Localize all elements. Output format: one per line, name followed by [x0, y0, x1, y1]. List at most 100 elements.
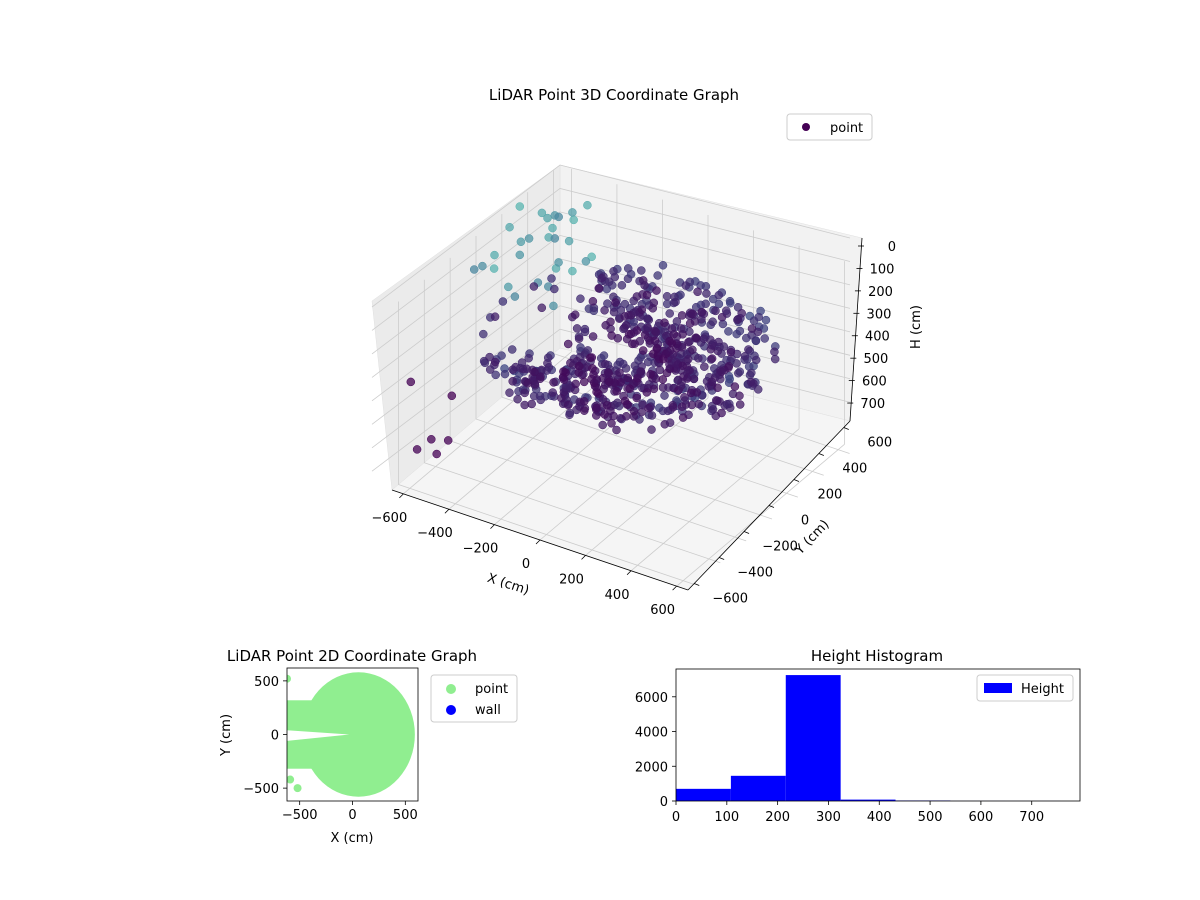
point-3d: [724, 361, 734, 371]
x-tick-3d: [399, 493, 404, 499]
grid-line-y: [450, 440, 747, 542]
z-tick-label-3d: 400: [865, 330, 890, 345]
point-3d: [747, 324, 757, 333]
point-3d: [688, 345, 697, 355]
point-3d: [612, 386, 621, 396]
point-3d: [730, 382, 740, 391]
point-3d: [598, 373, 608, 383]
point-3d: [617, 281, 627, 290]
point-3d: [443, 436, 453, 445]
point-3d: [637, 407, 646, 417]
grid-line-y: [475, 418, 773, 520]
point-3d: [672, 317, 682, 326]
point-3d: [630, 339, 639, 348]
y-tick-3d: [768, 505, 775, 508]
point-3d: [735, 400, 745, 409]
point-3d: [713, 396, 722, 405]
point-3d: [604, 277, 614, 286]
point-3d: [583, 200, 592, 210]
point-3d: [554, 258, 563, 267]
point-3d: [530, 367, 539, 377]
point-3d: [537, 208, 547, 218]
point-3d: [500, 369, 510, 379]
point-3d: [550, 234, 560, 243]
y-tick-3d: [793, 479, 800, 482]
point-3d: [568, 266, 577, 276]
point-3d: [717, 312, 727, 322]
plot-3d: LiDAR Point 3D Coordinate Graph −600 −400…: [372, 86, 924, 618]
z-tick-label-3d: 700: [860, 397, 885, 412]
point-3d: [607, 419, 616, 428]
point-3d: [679, 372, 688, 381]
point-3d: [701, 282, 711, 291]
point-3d: [680, 392, 689, 402]
point-3d: [529, 282, 539, 291]
ticks-hist: 0 100 200 300 400 500 600 700 0 2000 4000 6000: [635, 691, 1044, 825]
y-tick-label-3d: 0: [801, 514, 809, 529]
point-3d: [658, 383, 668, 392]
point-3d: [652, 286, 661, 295]
point-3d: [649, 298, 659, 308]
point-3d: [706, 335, 715, 344]
grid-line-y: [424, 462, 721, 564]
x-tick-label-3d: −400: [417, 526, 453, 541]
point-3d: [711, 306, 720, 316]
point-3d: [615, 368, 624, 377]
point-3d: [625, 384, 634, 393]
point-3d: [498, 297, 508, 306]
point-3d: [515, 250, 525, 260]
point-3d: [623, 264, 633, 273]
z-axis-label-3d: H (cm): [909, 305, 924, 349]
point-3d: [701, 299, 710, 309]
point-3d: [637, 305, 647, 314]
x-tick-label-3d: 200: [559, 572, 584, 587]
point-3d: [543, 213, 552, 223]
point-3d: [490, 312, 500, 321]
legend-label-height: Height: [1021, 682, 1064, 697]
histogram-bar: [676, 788, 731, 801]
point-3d: [660, 318, 669, 327]
point-2d: [287, 775, 295, 784]
point-3d: [524, 353, 533, 363]
points-2d: [287, 672, 415, 797]
point-3d: [513, 394, 522, 404]
point-3d: [505, 222, 514, 232]
point-3d: [692, 388, 702, 397]
point-3d: [588, 332, 598, 341]
point-3d: [735, 326, 745, 336]
point-3d: [660, 391, 669, 400]
x-tick-3d: [535, 539, 541, 545]
point-3d: [620, 299, 630, 309]
point-3d: [602, 401, 612, 410]
point-3d: [478, 261, 487, 271]
axes-frame-hist: [675, 668, 1081, 802]
x-tick-label-hist: 600: [968, 810, 993, 825]
point-3d: [479, 329, 488, 339]
x-tick-label-hist: 300: [816, 810, 841, 825]
point-3d: [725, 296, 735, 306]
point-3d: [604, 369, 613, 378]
point-3d: [629, 406, 639, 416]
point-3d: [623, 373, 633, 383]
point-3d: [485, 352, 494, 362]
point-3d: [516, 237, 526, 247]
point-3d: [547, 274, 556, 283]
y-tick-label-2d: −500: [243, 782, 279, 797]
y-tick-label-hist: 0: [660, 795, 668, 810]
point-3d: [550, 284, 559, 294]
y-tick-label-3d: −600: [712, 592, 748, 607]
x-tick-3d: [490, 524, 495, 529]
grid-line-z: [371, 211, 851, 355]
x-axis-label-3d: X (cm): [485, 571, 531, 599]
histogram: Height Histogram 0 100 200 300 400 500 600 7000…: [635, 647, 1081, 825]
y-tick-label-3d: 400: [842, 462, 867, 477]
legend-label-point-3d: point: [830, 121, 863, 136]
point-3d: [662, 292, 672, 301]
y-tick-label-2d: 500: [254, 675, 279, 690]
point-3d: [642, 290, 652, 300]
legend-box-hist: [976, 674, 1074, 702]
point-3d: [678, 361, 687, 371]
point-3d: [714, 290, 724, 300]
point-3d: [683, 354, 693, 364]
point-3d: [650, 336, 660, 346]
